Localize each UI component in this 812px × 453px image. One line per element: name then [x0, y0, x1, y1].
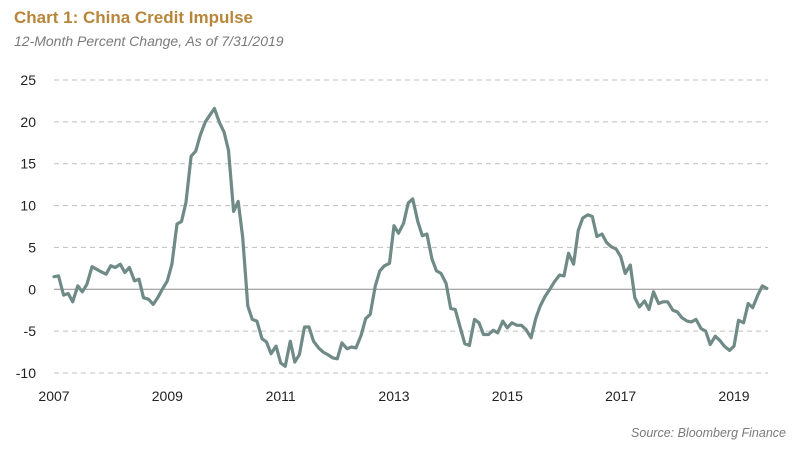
- y-tick-label: 10: [20, 198, 36, 214]
- y-tick-label: -10: [16, 365, 36, 381]
- x-axis-ticks: 2007 2009 2011 2013 2015 2017 2019: [38, 388, 749, 404]
- y-tick-label: 0: [28, 281, 36, 297]
- chart-subtitle: 12-Month Percent Change, As of 7/31/2019: [14, 33, 284, 49]
- source-note: Source: Bloomberg Finance: [631, 426, 786, 440]
- y-axis-ticks: 25 20 15 10 5 0 -5 -10: [16, 72, 36, 381]
- x-tick-label: 2013: [378, 388, 409, 404]
- x-tick-label: 2015: [492, 388, 523, 404]
- series-line-0: [52, 106, 769, 368]
- y-tick-label: -5: [24, 323, 37, 339]
- x-tick-label: 2009: [152, 388, 183, 404]
- y-tick-label: 25: [20, 72, 36, 88]
- y-tick-label: 15: [20, 156, 36, 172]
- x-tick-label: 2019: [718, 388, 749, 404]
- chart-title: Chart 1: China Credit Impulse: [14, 8, 253, 27]
- series-layer: [52, 106, 769, 368]
- x-tick-label: 2017: [605, 388, 636, 404]
- x-tick-label: 2007: [38, 388, 69, 404]
- grid-lines: [54, 79, 768, 374]
- x-tick-label: 2011: [266, 388, 296, 404]
- y-tick-label: 5: [28, 239, 36, 255]
- y-tick-label: 20: [20, 114, 36, 130]
